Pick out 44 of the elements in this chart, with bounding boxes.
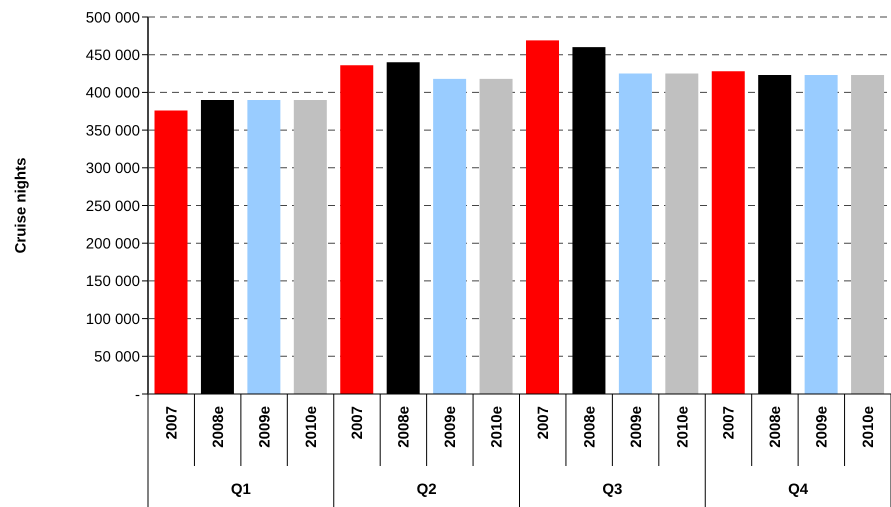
bar [526, 40, 559, 394]
bar [618, 74, 652, 394]
y-tick-label: 450 000 [86, 47, 140, 64]
x-tick-label: 2010e [488, 406, 506, 448]
x-tick-label: 2010e [860, 406, 878, 448]
y-tick-label: - [135, 386, 140, 404]
x-tick-label: 2008e [767, 406, 784, 448]
bar [433, 78, 466, 394]
bar [851, 75, 884, 394]
y-tick-label: 300 000 [86, 160, 140, 178]
y-tick-label: 350 000 [86, 122, 140, 140]
text: Q3 [602, 481, 622, 498]
x-tick-label: 2009e [442, 406, 460, 448]
y-axis-title: Cruise nights [12, 158, 30, 254]
bar [712, 71, 745, 394]
x-tick-label: 2008e [396, 406, 413, 448]
bar [480, 78, 513, 394]
y-tick-label: 500 000 [86, 9, 140, 26]
x-tick-label: 2009e [814, 406, 831, 448]
x-tick-label: 2010e [674, 406, 692, 448]
bar [154, 110, 188, 394]
x-tick-label: 2007 [534, 406, 552, 440]
x-tick-label: 2007 [349, 406, 366, 440]
x-tick-label: 2007 [163, 406, 180, 440]
text: Q1 [230, 481, 251, 498]
bar [665, 74, 698, 394]
x-tick-label: 2010e [302, 406, 320, 448]
x-tick-label: 2009e [256, 406, 274, 448]
y-tick-label: 150 000 [86, 273, 140, 290]
x-tick-label: 2008e [581, 406, 598, 448]
y-tick-label: 200 000 [86, 236, 140, 253]
bar [294, 100, 327, 394]
y-tick-label: 100 000 [86, 310, 140, 328]
text: Q2 [416, 481, 437, 498]
x-tick-label: 2008e [210, 406, 227, 448]
bar [247, 100, 280, 394]
y-tick-label: 250 000 [86, 198, 140, 215]
bar [340, 65, 374, 394]
y-tick-label: 50 000 [94, 348, 140, 366]
x-tick-label: 2009e [628, 406, 645, 448]
text: Q4 [788, 481, 809, 498]
bar [804, 75, 838, 394]
y-tick-label: 400 000 [86, 84, 140, 102]
x-tick-label: 2007 [720, 406, 738, 440]
